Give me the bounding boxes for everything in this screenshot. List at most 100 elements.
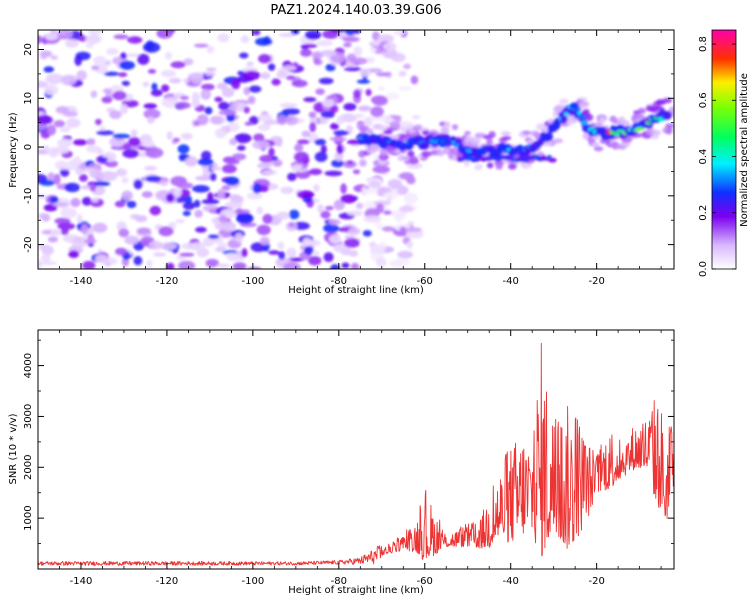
heatmap-cell (406, 240, 414, 249)
heatmap-cell (197, 158, 214, 166)
snr-frame (37, 329, 675, 570)
heatmap-cell (244, 121, 253, 126)
heatmap-cell (206, 45, 214, 54)
heatmap-cell (192, 185, 210, 193)
heatmap-cell (126, 200, 137, 209)
heatmap-cell (187, 72, 204, 80)
heatmap-cell (264, 119, 280, 125)
heatmap-cell (521, 158, 530, 163)
heatmap-cell (98, 157, 108, 162)
heatmap-cell (258, 54, 271, 64)
heatmap-cell (317, 204, 324, 213)
heatmap-cell (47, 236, 59, 243)
heatmap-cell (247, 95, 256, 105)
heatmap-cell (309, 122, 317, 133)
heatmap-cell (353, 89, 361, 99)
heatmap-cell (246, 192, 263, 200)
colorbar-frame (711, 29, 737, 270)
heatmap-cell (257, 162, 271, 169)
heatmap-cell (375, 257, 387, 268)
heatmap-cell (268, 147, 275, 158)
heatmap-cell (227, 256, 245, 262)
heatmap-cell (177, 144, 190, 154)
heatmap-cell (89, 168, 101, 179)
heatmap-cell (309, 168, 323, 176)
heatmap-cell (159, 180, 169, 187)
heatmap-cell (296, 190, 315, 199)
heatmap-cell (271, 156, 279, 161)
heatmap-cell (383, 129, 392, 135)
heatmap-cell (276, 136, 283, 147)
heatmap-cell (353, 30, 361, 35)
heatmap-cell (146, 259, 153, 269)
heatmap-cell (548, 157, 557, 163)
heatmap-cell (359, 159, 367, 167)
heatmap-cell (440, 126, 450, 135)
heatmap-cell (300, 48, 312, 57)
heatmap-cell (290, 30, 300, 35)
heatmap-cell (385, 92, 400, 100)
heatmap-cell (103, 88, 112, 94)
heatmap-cell (115, 168, 128, 177)
colorbar: 0.0 0.2 0.4 0.6 0.8 Normalized spectral ampl… (698, 29, 750, 277)
heatmap-cell (279, 102, 298, 108)
heatmap-cell (72, 139, 88, 146)
heatmap-cell (379, 148, 388, 157)
heatmap-cell (271, 78, 281, 86)
heatmap-cell (101, 96, 113, 104)
heatmap-cell (93, 55, 107, 66)
heatmap-cell (38, 35, 43, 44)
heatmap-cell (294, 143, 304, 152)
heatmap-cell (210, 115, 224, 125)
heatmap-cell (341, 262, 350, 269)
heatmap-cell (333, 199, 345, 211)
heatmap-cell (241, 248, 248, 258)
heatmap-cell (240, 35, 250, 44)
heatmap-cell (291, 164, 303, 170)
heatmap-cell (215, 128, 227, 139)
heatmap-cell (333, 130, 350, 136)
heatmap-cell (89, 183, 97, 192)
heatmap-cell (320, 144, 327, 154)
heatmap-cell (50, 228, 62, 237)
spectrogram-y-axis: -20 -10 0 10 20 (23, 43, 674, 270)
heatmap-cell (406, 162, 423, 169)
heatmap-cell (359, 68, 371, 77)
heatmap-cell (183, 78, 191, 83)
heatmap-cell (181, 242, 199, 250)
heatmap-cell (159, 242, 177, 251)
heatmap-cell (168, 77, 182, 84)
heatmap-cell (46, 124, 57, 136)
heatmap-cell (593, 146, 604, 152)
heatmap-cell (220, 221, 236, 232)
heatmap-cell (306, 34, 320, 40)
heatmap-cell (347, 210, 364, 216)
heatmap-cell (133, 256, 143, 266)
y-tick-label: 20 (23, 43, 34, 56)
y-tick-label: 10 (23, 92, 34, 105)
heatmap-cell (174, 101, 191, 109)
heatmap-cell (182, 210, 191, 217)
heatmap-cell (280, 186, 294, 194)
heatmap-cell (57, 138, 73, 148)
heatmap-cell (243, 86, 251, 96)
heatmap-cell (230, 101, 238, 112)
heatmap-cell (352, 113, 365, 118)
heatmap-cell (350, 262, 360, 269)
snr-y-label: SNR (10 * v/v) (8, 413, 19, 484)
heatmap-cell (118, 228, 130, 238)
colorbar-tick-label: 0.8 (698, 36, 709, 52)
heatmap-cell (336, 144, 344, 155)
heatmap-cell (55, 160, 69, 170)
heatmap-cell (243, 70, 261, 81)
heatmap-cell (662, 97, 673, 104)
heatmap-cell (351, 57, 368, 65)
heatmap-cell (81, 196, 92, 206)
spectrogram-x-axis: -140 -120 -100 -80 -60 -40 -20 (59, 30, 662, 287)
heatmap-cell (86, 138, 96, 146)
heatmap-cell (256, 224, 271, 236)
heatmap-cell (225, 159, 240, 165)
heatmap-cell (70, 197, 81, 208)
heatmap-cell (247, 266, 262, 269)
heatmap-cell (79, 174, 88, 182)
